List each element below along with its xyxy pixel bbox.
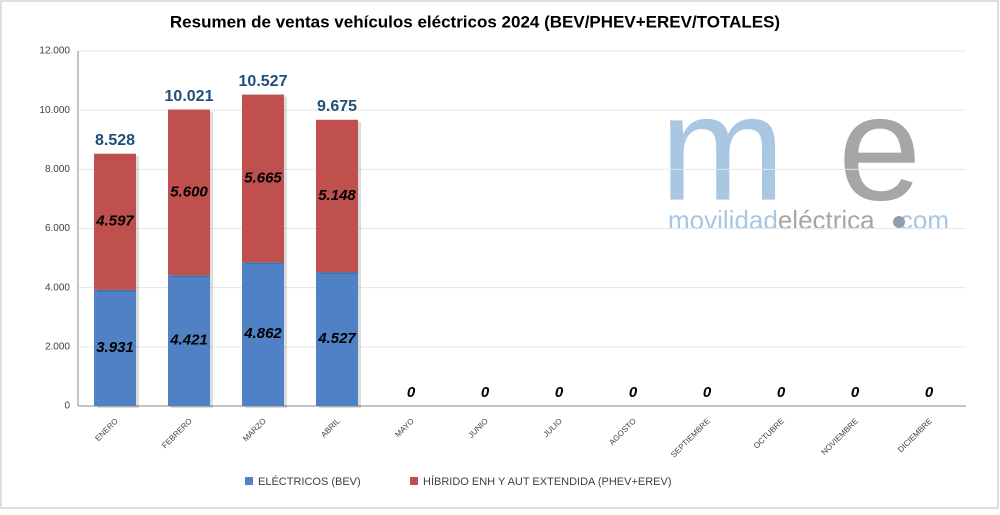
chart-title: Resumen de ventas vehículos eléctricos 2… <box>170 12 780 31</box>
logo-dot <box>893 216 905 228</box>
segment-label: 4.597 <box>95 213 134 230</box>
y-tick-label: 4.000 <box>45 282 70 293</box>
logo-part: eléctrica <box>778 205 875 235</box>
y-tick-label: 8.000 <box>45 164 70 175</box>
total-label: 0 <box>703 384 712 401</box>
total-label: 8.528 <box>95 132 135 149</box>
total-label: 0 <box>777 384 786 401</box>
total-label: 0 <box>925 384 934 401</box>
y-tick-label: 2.000 <box>45 341 70 352</box>
bar-segment <box>94 153 136 290</box>
segment-label: 5.600 <box>170 183 208 200</box>
legend-label: HÍBRIDO ENH Y AUT EXTENDIDA (PHEV+EREV) <box>423 475 671 488</box>
logo: m e movilidadeléctrica.com <box>660 64 949 235</box>
logo-letter: m <box>660 64 785 232</box>
logo-letter: e <box>838 64 921 232</box>
segment-label: 4.527 <box>317 330 356 347</box>
y-tick-label: 0 <box>64 401 70 412</box>
segment-label: 4.421 <box>169 332 208 349</box>
segment-label: 5.148 <box>318 187 356 204</box>
segment-label: 5.665 <box>244 169 282 186</box>
bar-segment <box>168 109 210 276</box>
logo-part: movilidad <box>668 205 778 235</box>
total-label: 0 <box>407 384 416 401</box>
legend-label: ELÉCTRICOS (BEV) <box>258 475 361 488</box>
total-label: 0 <box>629 384 638 401</box>
legend-swatch <box>410 477 418 485</box>
y-tick-label: 12.000 <box>39 46 70 57</box>
y-tick-label: 6.000 <box>45 223 70 234</box>
bar-segment <box>168 275 210 406</box>
segment-label: 3.931 <box>96 339 134 356</box>
bar-segment <box>316 119 358 273</box>
bar-segment <box>242 262 284 406</box>
bar-segment <box>94 289 136 406</box>
y-tick-label: 10.000 <box>39 105 70 116</box>
total-label: 0 <box>851 384 860 401</box>
legend-swatch <box>245 477 253 485</box>
logo-text: movilidadeléctrica.com <box>668 205 949 235</box>
segment-label: 4.862 <box>243 325 282 342</box>
bar-segment <box>242 94 284 263</box>
total-label: 0 <box>481 384 490 401</box>
logo-part: com <box>900 205 949 235</box>
total-label: 0 <box>555 384 564 401</box>
total-label: 10.021 <box>165 88 214 105</box>
bar-segment <box>316 272 358 406</box>
total-label: 9.675 <box>317 98 357 115</box>
total-label: 10.527 <box>239 73 288 90</box>
